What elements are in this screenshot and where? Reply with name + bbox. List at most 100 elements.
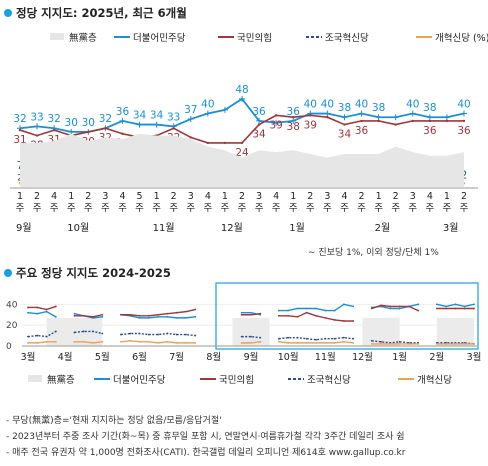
data-label-ppp: 39 — [304, 119, 317, 131]
point-ppp — [445, 119, 449, 123]
x-tick-unit: 주 — [33, 203, 42, 214]
point-dem — [426, 114, 433, 121]
x-tick-unit: 주 — [152, 203, 161, 214]
point-rp — [435, 343, 438, 345]
note-schedule: - 2023년부터 주중 조사 기간(화~목) 중 휴무일 포함 시, 연말연시… — [6, 432, 405, 442]
data-label-dem: 38 — [372, 102, 385, 114]
x-tick-unit: 주 — [203, 203, 212, 214]
x-tick-num: 1 — [222, 191, 228, 202]
point-ppp — [315, 314, 317, 317]
nopref-band — [232, 317, 270, 346]
main-title: 정당 지지도: 2025년, 최근 6개월 — [4, 5, 187, 21]
data-label-dem: 32 — [47, 113, 60, 125]
point-dem — [240, 311, 243, 314]
legend-item-dem: 더불어민주당 — [114, 33, 186, 44]
point-rp — [27, 341, 29, 344]
point-rk — [82, 330, 85, 333]
x-tick-num: 2 — [359, 191, 365, 202]
x-tick-num: 3 — [324, 191, 330, 202]
data-label-dem: 37 — [184, 104, 197, 116]
data-label-dem: 48 — [235, 84, 248, 96]
legend-item-rk: 조국혁신당 — [288, 375, 351, 386]
legend-item-rp: 개혁신당 (%) — [416, 33, 488, 44]
x-month-label: 6월 — [132, 351, 147, 363]
point-rp — [305, 341, 308, 344]
point-ppp — [104, 127, 107, 130]
x-tick-unit: 주 — [306, 203, 315, 214]
point-dem — [375, 114, 382, 121]
x-month-label: 2월 — [429, 351, 444, 363]
point-dem — [250, 311, 252, 314]
point-dem — [166, 315, 169, 318]
legend-item-nopref: 無黨층 — [50, 32, 97, 44]
point-rk — [73, 331, 76, 334]
x-tick-num: 2 — [34, 191, 40, 202]
point-dem — [389, 307, 392, 310]
point-ppp — [52, 128, 56, 132]
series-line-dem — [278, 303, 354, 312]
series-line-ppp — [278, 311, 354, 322]
data-label-dem: 40 — [457, 99, 470, 111]
x-tick-unit: 주 — [425, 203, 434, 214]
point-dem — [175, 316, 178, 319]
x-month-label: 1월 — [392, 351, 407, 363]
point-ppp — [454, 307, 457, 310]
point-rk — [147, 333, 150, 336]
x-tick-unit: 주 — [443, 203, 452, 214]
series-line-rk — [27, 330, 57, 338]
point-rk — [305, 337, 308, 340]
series-line-rk — [371, 340, 419, 344]
legend-item-rk: 조국혁신당 — [306, 33, 369, 44]
bullet-icon — [4, 269, 12, 277]
point-ppp — [82, 314, 85, 317]
point-ppp — [240, 141, 244, 145]
series-line-rk — [241, 335, 261, 339]
legend-swatch-nopref — [28, 375, 42, 382]
point-dem — [343, 303, 345, 306]
point-rk — [185, 333, 187, 336]
legend-label-dem: 더불어민주당 — [133, 33, 186, 44]
legend-item-nopref: 無黨층 — [28, 374, 75, 386]
point-ppp — [138, 314, 141, 317]
x-month-label: 8월 — [206, 351, 221, 363]
point-ppp — [428, 119, 432, 123]
data-label-dem: 34 — [133, 110, 147, 122]
point-ppp — [240, 313, 243, 316]
point-ppp — [445, 307, 448, 310]
point-rp — [333, 341, 336, 344]
x-tick-unit: 주 — [101, 203, 110, 214]
point-rp — [380, 343, 382, 345]
point-ppp — [370, 307, 373, 310]
data-label-ppp: 24 — [235, 147, 249, 159]
point-dem — [296, 307, 299, 310]
point-dem — [473, 303, 475, 306]
data-label-dem: 33 — [30, 111, 43, 123]
point-dem — [54, 315, 57, 318]
point-dem — [138, 316, 141, 319]
point-rp — [45, 340, 48, 343]
point-dem — [358, 110, 365, 117]
series-line-rk — [74, 330, 103, 335]
data-label-dem: 40 — [201, 99, 214, 111]
point-dem — [315, 307, 317, 310]
point-ppp — [147, 314, 150, 317]
point-rk — [240, 335, 243, 338]
point-dem — [194, 315, 197, 318]
point-dem — [287, 309, 290, 312]
x-month-label: 5월 — [95, 351, 110, 363]
point-dem — [398, 307, 401, 310]
point-rp — [73, 340, 76, 343]
point-rk — [398, 340, 401, 343]
point-ppp — [257, 123, 261, 126]
x-tick-num: 4 — [427, 191, 433, 202]
point-ppp — [259, 312, 262, 315]
x-month-label: 3월 — [21, 351, 36, 363]
point-ppp — [250, 313, 252, 316]
point-dem — [187, 116, 194, 123]
point-dem — [443, 114, 450, 121]
x-tick-num: 2 — [85, 191, 91, 202]
point-rp — [324, 341, 327, 344]
y-tick: 40 — [6, 300, 18, 310]
point-dem — [290, 117, 297, 124]
point-rp — [259, 340, 262, 343]
